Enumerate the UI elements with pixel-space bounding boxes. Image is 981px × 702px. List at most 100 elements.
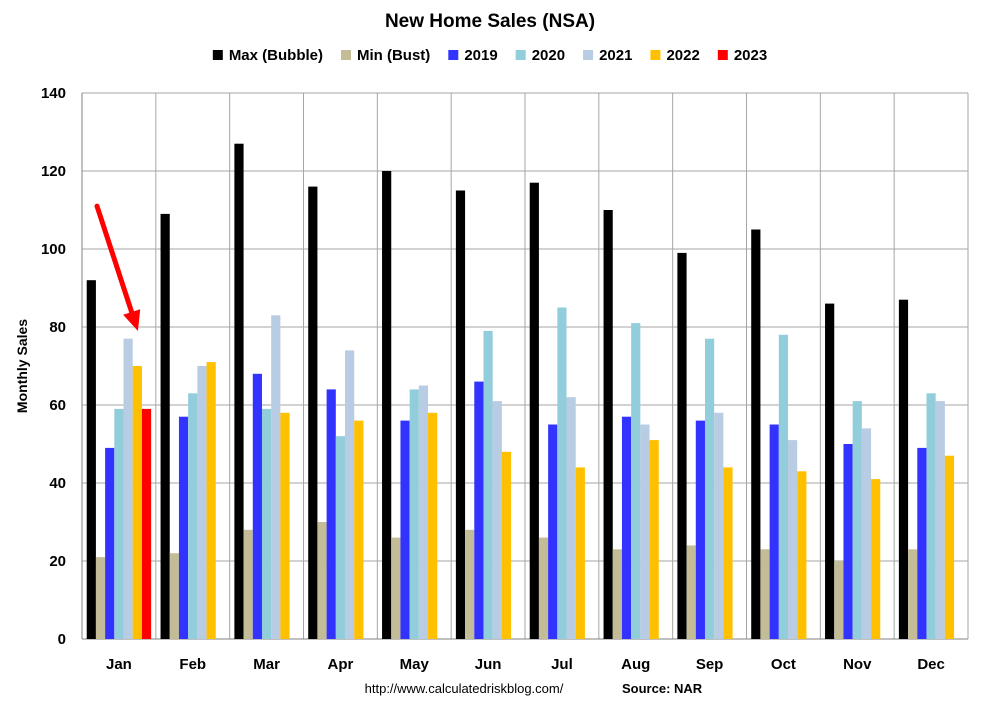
bar-oct-2021 [788,440,798,639]
bar-jul-2021 [566,397,576,639]
bar-apr-2022 [354,420,364,639]
legend-swatch [212,50,223,60]
x-tick-label: Mar [253,656,280,673]
bar-sep-2022 [723,467,733,639]
legend-swatch [340,50,351,60]
bar-dec-2021 [935,401,945,639]
chart-legend: Max (Bubble) Min (Bust) 2019 2020 2021 2022 20… [212,47,767,64]
bar-oct-min-bust [760,549,770,639]
bar-aug-2021 [640,424,650,639]
x-axis-ticks: Jan Feb Mar Apr May Jun Jul Aug Sep Oct Nov Dec [106,656,945,673]
bar-jun-2020 [483,330,493,639]
chart-gridlines [81,92,969,640]
legend-swatch [515,50,526,60]
bar-mar-2020 [261,408,272,639]
bar-mar-min-bust [243,529,253,639]
bar-nov-2020 [852,401,862,639]
bar-aug-2022 [649,440,659,639]
bar-may-max-bubble [382,171,392,639]
bar-feb-max-bubble [160,213,170,639]
bar-apr-max-bubble [308,186,318,639]
legend-item: 2021 [583,47,632,64]
annotation-arrow [94,203,141,331]
chart-title: New Home Sales (NSA) [385,11,595,32]
bar-feb-2020 [188,393,198,639]
bar-jun-max-bubble [455,190,466,639]
bar-oct-2022 [797,471,807,639]
bar-mar-2022 [280,412,290,639]
bar-jun-2019 [474,381,484,639]
footer-source: Source: NAR [622,681,703,696]
y-tick-label: 20 [49,553,66,570]
legend-label: Min (Bust) [357,47,430,64]
bar-sep-2021 [714,412,724,639]
bar-oct-2019 [769,424,779,639]
bar-jan-2020 [114,408,124,639]
bar-apr-2019 [326,389,336,639]
bar-apr-2021 [345,350,355,639]
x-tick-label: Oct [771,656,796,673]
legend-item: 2022 [650,47,700,64]
bar-sep-max-bubble [677,252,687,639]
x-tick-label: Apr [327,656,353,673]
bar-aug-min-bust [612,549,622,639]
x-tick-label: Nov [843,656,872,673]
legend-label: 2021 [599,47,632,64]
chart-bars [86,143,955,639]
legend-item: 2023 [717,47,767,64]
bar-oct-2020 [778,334,789,639]
legend-label: 2019 [464,47,497,64]
bar-feb-min-bust [169,553,179,639]
bar-mar-2021 [271,315,281,639]
bar-feb-2021 [197,366,207,639]
legend-label: 2023 [734,47,767,64]
bar-may-min-bust [391,537,401,639]
legend-item: Min (Bust) [340,47,430,64]
bar-nov-2019 [843,444,853,639]
bar-feb-2019 [178,416,189,639]
y-tick-label: 60 [49,397,66,414]
x-tick-label: Aug [621,656,650,673]
legend-swatch [650,50,661,60]
legend-swatch [448,50,459,60]
bar-mar-max-bubble [234,143,244,639]
bar-jul-2019 [548,424,558,639]
bar-nov-2021 [861,428,872,639]
x-tick-label: May [400,656,430,673]
bar-dec-max-bubble [898,299,909,639]
bar-sep-min-bust [686,545,696,639]
x-tick-label: Jun [475,656,502,673]
bar-apr-min-bust [317,522,327,639]
bar-oct-max-bubble [751,229,761,639]
bar-jul-2020 [557,307,567,639]
bar-aug-max-bubble [603,210,613,639]
legend-item: 2020 [515,47,565,64]
bar-nov-max-bubble [825,303,835,639]
bar-jan-2021 [123,338,133,639]
bar-jan-2023 [141,408,152,639]
bar-may-2022 [428,412,438,639]
bar-may-2021 [418,385,429,639]
legend-label: Max (Bubble) [229,47,323,64]
x-tick-label: Jul [551,656,573,673]
bar-may-2020 [409,389,419,639]
bar-mar-2019 [252,373,262,639]
y-tick-label: 120 [41,163,66,180]
y-tick-label: 80 [49,319,66,336]
bar-apr-2020 [335,436,346,639]
bar-jul-min-bust [538,537,549,639]
y-axis-ticks: 0 20 40 60 80 100 120 140 [41,85,66,648]
y-axis-label: Monthly Sales [14,319,30,413]
y-tick-label: 140 [41,85,66,102]
bar-jul-2022 [575,467,585,639]
bar-dec-2019 [917,447,927,639]
legend-swatch [583,50,594,60]
legend-item: 2019 [448,47,498,64]
x-tick-label: Feb [179,656,206,673]
bar-jan-min-bust [95,557,106,639]
legend-item: Max (Bubble) [212,47,323,64]
x-tick-label: Sep [696,656,724,673]
bar-may-2019 [400,420,410,639]
arrow-head [123,309,141,331]
